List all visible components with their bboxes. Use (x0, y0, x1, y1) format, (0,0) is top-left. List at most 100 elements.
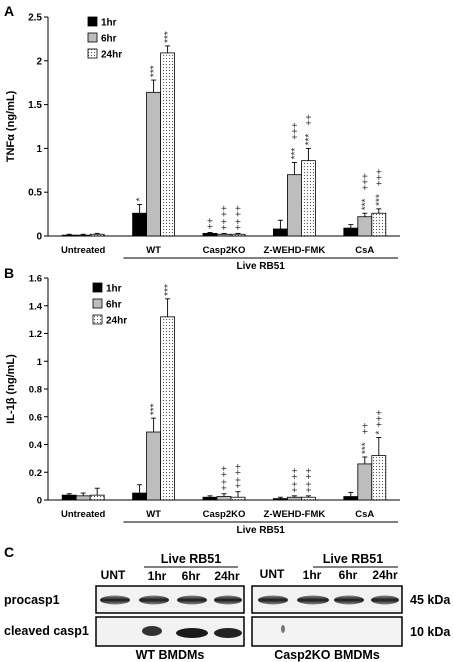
panel-letter-b: B (4, 265, 14, 281)
significance-annotation: ++ (206, 218, 217, 230)
significance-annotation: ++ (220, 219, 231, 231)
blot-group-label-ko: Live RB51 (323, 552, 383, 566)
lane-wt-unt: UNT (101, 568, 126, 582)
significance-annotation: *** (304, 134, 315, 146)
legend-label-24hr: 24hr (106, 316, 127, 327)
bar-casp2ko-1hr (202, 496, 218, 501)
band-ko-pro-unt (258, 595, 288, 605)
x-tick-label-casp2ko: Casp2KO (203, 509, 246, 520)
bar-untreated-24hr (89, 233, 105, 237)
significance-annotation: ++ (220, 479, 231, 491)
group-bracket-label: Live RB51 (237, 525, 286, 536)
band-wt-pro-1hr (139, 595, 169, 605)
significance-annotation: ++ (220, 466, 231, 478)
y-tick-label: 0.8 (29, 385, 42, 396)
lane-wt-24hr: 24hr (214, 569, 240, 583)
x-tick-label-z-wehd-fmk: Z-WEHD-FMK (264, 245, 326, 256)
significance-annotation: ++ (220, 205, 231, 217)
size-label-10kda: 10 kDa (410, 625, 451, 639)
significance-annotation: +++ (290, 122, 301, 140)
bar-wt-6hr (146, 431, 162, 501)
significance-annotation: ++ (360, 423, 371, 435)
significance-annotation: ++ (290, 468, 301, 480)
significance-annotation: ++ (234, 219, 245, 231)
bar-untreated-1hr (61, 234, 77, 237)
bar-untreated-24hr (89, 494, 105, 501)
significance-annotation: *** (149, 65, 160, 77)
bar-casp2ko-24hr (230, 233, 246, 237)
band-wt-cleaved-1hr (142, 626, 162, 636)
legend-label-6hr: 6hr (101, 34, 117, 45)
significance-annotation: *** (149, 403, 160, 415)
y-tick-label: 1 (36, 144, 42, 155)
band-ko-pro-1hr (297, 595, 329, 605)
significance-annotation: * (135, 197, 146, 201)
band-wt-pro-6hr (177, 595, 207, 605)
legend-label-1hr: 1hr (106, 284, 122, 295)
bar-untreated-6hr (75, 234, 91, 237)
bar-casp2ko-24hr (230, 496, 246, 501)
significance-annotation: *** (374, 194, 385, 206)
lane-ko-24hr: 24hr (372, 568, 398, 582)
bar-csa-24hr (371, 455, 387, 501)
bar-z-wehd-fmk-1hr (272, 498, 288, 501)
significance-annotation: +++ (360, 173, 371, 191)
legend-label-24hr: 24hr (101, 50, 122, 61)
significance-annotation: ++ (234, 477, 245, 489)
bar-csa-24hr (371, 212, 387, 237)
bar-wt-1hr (132, 212, 148, 237)
size-label-45kda: 45 kDa (410, 593, 451, 607)
lane-wt-1hr: 1hr (148, 569, 167, 583)
significance-annotation: ++ (304, 481, 315, 493)
bar-untreated-1hr (61, 494, 77, 501)
panel-letter-a: A (4, 3, 14, 19)
western-blot: Live RB51 Live RB51 UNT 1hr 6hr 24hr UNT… (4, 552, 451, 662)
significance-annotation: ++ (290, 481, 301, 493)
band-ko-pro-24hr (371, 595, 399, 605)
legend-swatch-1hr (92, 282, 103, 293)
legend-swatch-6hr (87, 32, 98, 43)
blot-frame-ko-cleaved (251, 616, 403, 647)
band-ko-pro-6hr (334, 595, 364, 605)
bar-wt-24hr (160, 316, 176, 501)
significance-annotation: ++ (234, 205, 245, 217)
bar-csa-1hr (343, 496, 359, 501)
bar-wt-6hr (146, 91, 162, 237)
y-axis-label: IL-1β (ng/mL) (5, 354, 17, 424)
x-tick-label-untreated: Untreated (61, 245, 106, 256)
legend-swatch-1hr (87, 16, 98, 27)
bar-csa-6hr (357, 216, 373, 237)
x-tick-label-wt: WT (146, 509, 161, 520)
y-tick-label: 0 (37, 496, 42, 507)
legend-label-1hr: 1hr (101, 18, 117, 29)
bar-z-wehd-fmk-24hr (300, 496, 316, 501)
bar-z-wehd-fmk-6hr (286, 174, 302, 237)
significance-annotation: ++ (234, 463, 245, 475)
significance-annotation: +++ (374, 410, 385, 428)
y-tick-label: 1.5 (28, 100, 42, 111)
band-wt-pro-24hr (214, 595, 242, 605)
y-tick-label: 1.4 (29, 301, 43, 312)
bar-untreated-6hr (75, 495, 91, 501)
y-tick-label: 1 (37, 357, 43, 368)
x-tick-label-wt: WT (146, 245, 161, 256)
bar-wt-24hr (160, 52, 176, 237)
lane-wt-6hr: 6hr (182, 569, 201, 583)
y-axis-label: TNFα (ng/mL) (5, 90, 17, 162)
panel-letter-c: C (4, 544, 14, 560)
y-tick-label: 0.6 (29, 412, 42, 423)
band-ko-cleaved-spot (281, 625, 285, 633)
significance-annotation: ++ (304, 468, 315, 480)
legend-label-6hr: 6hr (106, 300, 122, 311)
lane-ko-1hr: 1hr (303, 568, 322, 582)
legend-swatch-24hr (87, 48, 98, 59)
x-tick-label-z-wehd-fmk: Z-WEHD-FMK (264, 509, 326, 520)
legend-swatch-6hr (92, 298, 103, 309)
bar-casp2ko-1hr (202, 232, 218, 237)
y-tick-label: 0.5 (28, 188, 42, 199)
row-label-procasp1: procasp1 (4, 593, 60, 607)
bar-z-wehd-fmk-24hr (300, 160, 316, 237)
x-tick-label-casp2ko: Casp2KO (203, 245, 246, 256)
lane-ko-unt: UNT (260, 567, 285, 581)
